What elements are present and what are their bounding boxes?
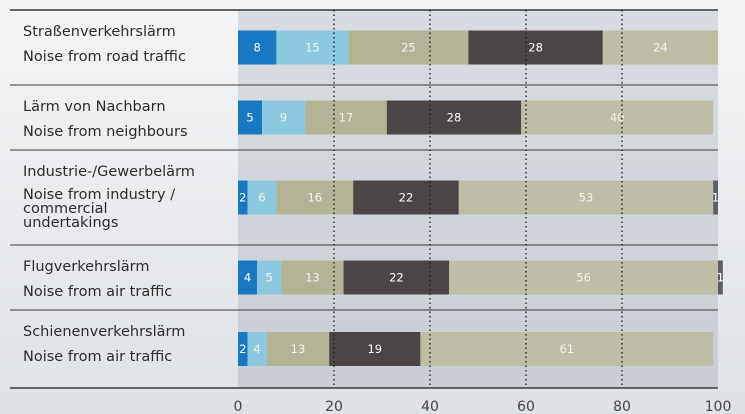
- bar-segment: [386, 100, 522, 135]
- bar-segment: [420, 332, 714, 366]
- data-label: 8: [254, 41, 261, 55]
- category-label-en: Noise from air traffic: [23, 349, 172, 365]
- bar-segment: [276, 30, 349, 65]
- category-label-de: Flugverkehrslärm: [23, 259, 149, 275]
- data-label: 25: [401, 41, 416, 55]
- data-label: 4: [244, 271, 251, 285]
- bar-segment: [449, 260, 718, 295]
- category-label-de: Schienenverkehrslärm: [23, 324, 185, 340]
- bar-segment: [343, 260, 450, 295]
- bar-segment: [602, 30, 718, 65]
- data-label: 17: [339, 111, 354, 125]
- bar-segment: [238, 260, 258, 295]
- data-label: 2: [239, 342, 246, 356]
- x-tick-label: 60: [517, 399, 535, 414]
- bar-segment: [257, 260, 282, 295]
- data-label: 2: [239, 191, 246, 205]
- category-label-en: commercial: [23, 201, 108, 217]
- category-label-en: Noise from road traffic: [23, 49, 186, 65]
- bar-segment: [718, 260, 723, 295]
- data-label: 1: [712, 191, 719, 205]
- category-label-en: Noise from industry /: [23, 187, 175, 203]
- bar-segment: [713, 180, 718, 215]
- bar-segment: [276, 180, 354, 215]
- bar-segment: [305, 100, 387, 135]
- data-label: 6: [258, 191, 265, 205]
- data-label: 5: [246, 111, 253, 125]
- bar-segment: [281, 260, 344, 295]
- bar-segment: [266, 332, 330, 366]
- data-label: 53: [579, 191, 594, 205]
- data-label: 24: [653, 41, 668, 55]
- category-label-de: Industrie-/Gewerbelärm: [23, 164, 195, 180]
- data-label: 56: [576, 271, 591, 285]
- x-tick-label: 40: [421, 399, 439, 414]
- data-label: 13: [291, 342, 306, 356]
- x-tick-label: 100: [705, 399, 732, 414]
- data-label: 19: [367, 342, 382, 356]
- bar-segment: [348, 30, 469, 65]
- x-tick-label: 20: [325, 399, 343, 414]
- data-label: 5: [266, 271, 273, 285]
- bar-segment: [468, 30, 603, 65]
- category-label-en: undertakings: [23, 215, 118, 231]
- x-tick-label: 0: [234, 399, 243, 414]
- bar-segment: [247, 180, 277, 215]
- bar-segment: [329, 332, 421, 366]
- bar-segment: [353, 180, 459, 215]
- bar-segment: [521, 100, 714, 135]
- category-label-en: Noise from air traffic: [23, 284, 172, 300]
- bar-segment: [247, 332, 267, 366]
- data-label: 22: [399, 191, 414, 205]
- category-label-de: Lärm von Nachbarn: [23, 99, 166, 115]
- data-label: 28: [447, 111, 462, 125]
- bar-segment: [262, 100, 306, 135]
- data-label: 40: [610, 111, 625, 125]
- data-label: 13: [305, 271, 320, 285]
- category-label-en: Noise from neighbours: [23, 124, 188, 140]
- data-label: 61: [559, 342, 574, 356]
- data-label: 15: [305, 41, 320, 55]
- bar-segment: [238, 30, 277, 65]
- bar-segment: [238, 100, 262, 135]
- x-tick-label: 80: [613, 399, 631, 414]
- bar-segment: [238, 180, 248, 215]
- bar-segment: [458, 180, 714, 215]
- data-label: 1: [717, 271, 724, 285]
- data-label: 9: [280, 111, 287, 125]
- data-label: 16: [307, 191, 322, 205]
- data-label: 22: [389, 271, 404, 285]
- bar-segment: [238, 332, 248, 366]
- data-label: 4: [254, 342, 261, 356]
- data-label: 28: [528, 41, 543, 55]
- category-label-de: Straßenverkehrslärm: [23, 24, 176, 40]
